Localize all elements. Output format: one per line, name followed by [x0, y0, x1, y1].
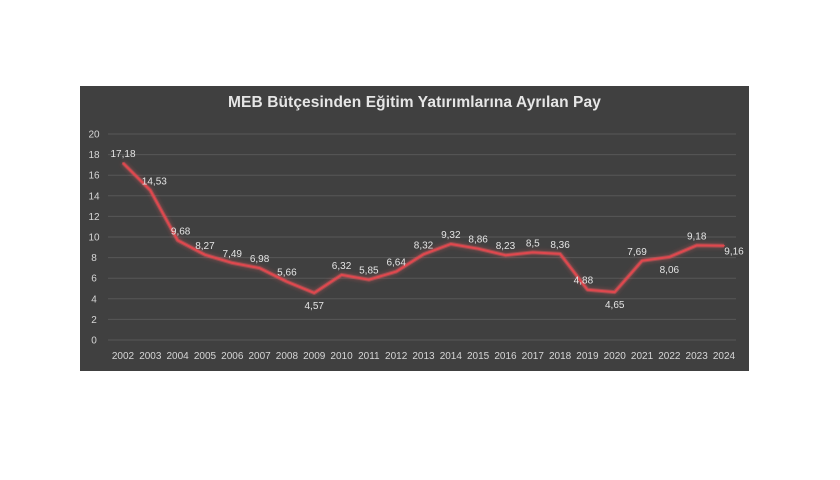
x-tick-label: 2020 — [604, 351, 627, 362]
gridlines — [108, 133, 736, 341]
chart-panel: 0 2 4 6 8 10 12 14 16 18 20 2002 2003 2004 2005 2006 20… — [80, 86, 749, 371]
data-point — [368, 278, 370, 281]
y-tick-label: 8 — [91, 253, 97, 264]
data-point — [531, 251, 534, 254]
x-tick-label: 2011 — [358, 351, 380, 362]
data-point — [395, 270, 397, 273]
x-tick-label: 2013 — [412, 351, 435, 362]
data-label: 17,18 — [110, 149, 135, 160]
data-label: 8,23 — [496, 241, 516, 252]
y-tick-label: 14 — [88, 191, 100, 202]
y-tick-label: 4 — [91, 294, 97, 305]
data-point — [313, 292, 316, 294]
data-label: 9,68 — [171, 226, 191, 237]
data-label: 4,65 — [605, 300, 625, 311]
data-label: 6,64 — [386, 258, 406, 269]
y-tick-label: 16 — [88, 171, 100, 182]
data-point — [586, 288, 589, 291]
x-tick-label: 2008 — [276, 351, 299, 362]
data-point — [422, 253, 425, 256]
data-point — [559, 253, 561, 255]
data-label: 7,49 — [223, 249, 243, 260]
data-point — [122, 162, 124, 164]
x-tick-label: 2002 — [112, 351, 135, 362]
data-label: 8,5 — [526, 238, 540, 249]
x-tick-label: 2021 — [631, 351, 654, 362]
data-label: 6,98 — [250, 254, 270, 265]
data-point — [204, 254, 206, 256]
data-label: 9,18 — [687, 231, 707, 242]
data-label: 4,57 — [304, 301, 324, 312]
data-label: 5,85 — [359, 266, 379, 277]
data-label: 14,53 — [142, 176, 167, 187]
data-point — [176, 239, 179, 242]
data-label: 7,69 — [627, 247, 647, 258]
series-line-glow — [121, 161, 725, 295]
data-label: 4,88 — [574, 276, 594, 287]
data-label: 9,32 — [441, 230, 461, 241]
data-point — [641, 259, 643, 262]
y-tick-label: 6 — [91, 274, 97, 285]
x-tick-label: 2019 — [576, 351, 599, 362]
y-tick-label: 20 — [88, 130, 100, 141]
x-tick-label: 2022 — [658, 351, 681, 362]
x-tick-label: 2009 — [303, 351, 326, 362]
data-point — [258, 267, 261, 269]
x-tick-label: 2023 — [686, 351, 709, 362]
y-axis-tick-labels: 0 2 4 6 8 10 12 14 16 18 20 — [88, 130, 100, 347]
x-tick-label: 2018 — [549, 351, 572, 362]
data-label: 8,86 — [468, 235, 488, 246]
data-point — [450, 243, 452, 245]
y-tick-label: 18 — [88, 150, 100, 161]
data-labels: 17,18 14,53 9,68 8,27 7,49 6,98 5,66 4,57 6,32 5,… — [110, 149, 744, 312]
x-tick-label: 2007 — [248, 351, 271, 362]
x-tick-label: 2012 — [385, 351, 408, 362]
data-label: 8,06 — [660, 265, 680, 276]
data-label: 8,36 — [550, 240, 570, 251]
x-axis-tick-labels: 2002 2003 2004 2005 2006 2007 2008 2009 2010 2011… — [112, 351, 736, 362]
data-label: 6,32 — [332, 261, 352, 272]
data-point — [477, 247, 479, 250]
series-line-group — [121, 161, 725, 295]
data-point — [286, 280, 288, 283]
y-tick-label: 0 — [91, 336, 97, 347]
x-tick-label: 2017 — [522, 351, 545, 362]
chart-title: MEB Bütçesinden Eğitim Yatırımlarına Ayr… — [228, 94, 601, 111]
x-tick-label: 2010 — [330, 351, 353, 362]
y-tick-label: 10 — [88, 233, 100, 244]
y-tick-label: 12 — [88, 212, 100, 223]
data-point — [504, 254, 507, 257]
x-tick-label: 2014 — [440, 351, 463, 362]
data-label: 9,16 — [724, 247, 744, 258]
data-label: 8,32 — [414, 240, 434, 251]
data-label: 5,66 — [277, 268, 297, 279]
x-tick-label: 2004 — [167, 351, 190, 362]
data-point — [613, 291, 616, 293]
data-point — [668, 256, 671, 258]
data-point — [340, 274, 343, 276]
x-tick-label: 2003 — [139, 351, 162, 362]
y-tick-label: 2 — [91, 315, 97, 326]
x-tick-label: 2005 — [194, 351, 217, 362]
data-point — [231, 262, 234, 264]
series-line — [122, 162, 725, 294]
data-point — [695, 244, 698, 247]
x-tick-label: 2015 — [467, 351, 490, 362]
x-tick-label: 2024 — [713, 351, 736, 362]
data-label: 8,27 — [195, 241, 215, 252]
data-point — [149, 189, 152, 192]
x-tick-label: 2006 — [221, 351, 244, 362]
x-tick-label: 2016 — [494, 351, 517, 362]
data-point — [723, 244, 725, 247]
